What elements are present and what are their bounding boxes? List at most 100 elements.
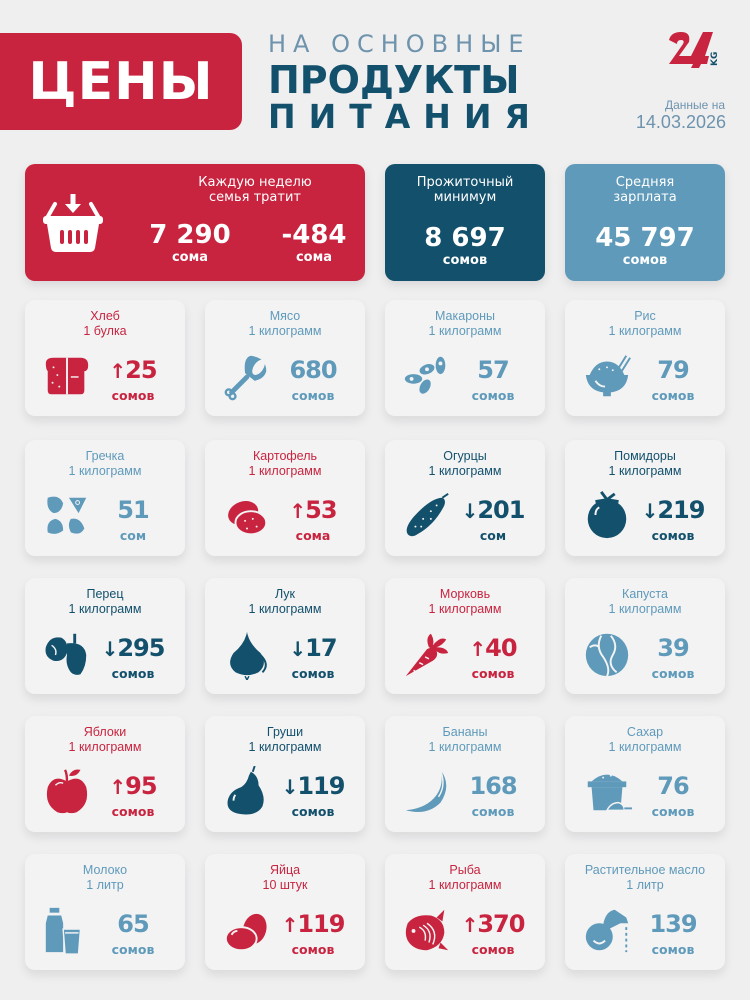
product-card: Капуста 1 килограмм 39 сомов [565,578,725,694]
product-quantity: 1 килограмм [248,324,322,338]
product-quantity: 1 килограмм [428,324,502,338]
product-card: Рис 1 килограмм 79 сомов [565,300,725,416]
product-quantity: 1 литр [86,878,124,892]
product-quantity: 10 штук [262,878,308,892]
product-quantity: 1 килограмм [608,464,682,478]
price-value: 119 [297,910,345,938]
price-value: 40 [485,634,517,662]
product-price: 168 [453,772,533,801]
price-unit: сомов [111,942,155,957]
product-card: Картофель 1 килограмм ↑53 сома [205,440,365,556]
product-quantity: 1 килограмм [248,602,322,616]
trend-up-icon: ↑ [109,775,126,799]
product-price: 76 [633,772,713,801]
product-price: ↑53 [273,496,353,525]
price-unit: сомов [471,804,515,819]
price-value: 53 [305,496,337,524]
product-price: 139 [633,910,713,939]
salary-unit: сомов [622,253,668,268]
salary-label-line1: Средняя [615,175,675,190]
price-unit: сомов [471,388,515,403]
milk-icon [45,907,82,955]
product-quantity: 1 литр [626,878,664,892]
price-value: 201 [477,496,525,524]
summary-family-spending: Каждую неделю семья тратит 7 290 сома -4… [25,164,365,281]
minimum-label-line2: минимум [433,190,497,205]
price-value: 76 [657,772,689,800]
price-value: 370 [477,910,525,938]
pasta-icon [404,356,446,394]
summary-average-salary: Средняя зарплата 45 797 сомов [565,164,725,281]
price-unit: сомов [291,942,335,957]
price-value: 680 [289,356,337,384]
fish-icon [405,909,449,951]
product-quantity: 1 килограмм [248,740,322,754]
salary-label-line2: зарплата [613,190,677,205]
product-card: Яйца 10 штук ↑119 сомов [205,854,365,970]
product-name: Яйца [269,863,301,877]
apple-icon [46,769,88,814]
price-unit: сом [479,528,507,543]
product-price: ↑119 [273,910,353,939]
trend-up-icon: ↑ [461,913,479,937]
product-name: Морковь [439,587,491,601]
product-card: Мясо 1 килограмм 680 сомов [205,300,365,416]
product-quantity: 1 булка [83,324,127,338]
product-quantity: 1 килограмм [428,464,502,478]
subtitle-line1: НА ОСНОВНЫЕ [268,30,531,58]
price-unit: сомов [651,666,695,681]
trend-up-icon: ↑ [281,913,299,937]
product-price: ↓295 [93,634,173,663]
product-quantity: 1 килограмм [428,878,502,892]
date-label: Данные на [665,98,725,112]
price-value: 295 [117,634,165,662]
subtitle-line3: ПИТАНИЯ [268,97,543,136]
price-value: 95 [125,772,157,800]
product-card: Лук 1 килограмм ↓17 сомов [205,578,365,694]
svg-text:KG: KG [710,52,720,66]
price-value: 25 [125,356,157,384]
product-card: Груши 1 килограмм ↓119 сомов [205,716,365,832]
family-label-line2: семья тратит [209,190,301,205]
product-quantity: 1 килограмм [248,464,322,478]
product-card: Гречка 1 килограмм 51 сом [25,440,185,556]
product-price: ↓219 [633,496,713,525]
product-quantity: 1 килограмм [608,602,682,616]
meat-icon [224,355,267,401]
price-value: 139 [649,910,697,938]
trend-down-icon: ↓ [101,637,119,661]
trend-up-icon: ↑ [289,499,306,523]
product-card: Помидоры 1 килограмм ↓219 сомов [565,440,725,556]
family-weekly-value: 7 290 [149,220,231,250]
logo-24kg-icon: KG [669,32,720,68]
pepper-icon [45,633,87,675]
product-name: Бананы [442,725,488,739]
potato-icon [228,501,268,536]
product-name: Мясо [269,309,301,323]
product-price: 51 [93,496,173,525]
price-value: 17 [305,634,337,662]
price-unit: сомов [111,388,155,403]
product-price: 65 [93,910,173,939]
title-banner: ЦЕНЫ [0,33,242,130]
product-quantity: 1 килограмм [68,464,142,478]
product-name: Лук [274,587,296,601]
product-price: ↑25 [93,356,173,385]
carrot-icon [405,633,449,677]
product-card: Сахар 1 килограмм 76 сомов [565,716,725,832]
product-quantity: 1 килограмм [428,740,502,754]
product-price: 57 [453,356,533,385]
product-price: ↓201 [453,496,533,525]
price-unit: сома [295,528,331,543]
sugar-icon [587,774,633,812]
family-change-unit: сома [295,250,333,265]
basket-icon [43,194,103,252]
price-value: 79 [657,356,689,384]
product-quantity: 1 килограмм [608,324,682,338]
product-name: Яблоки [83,725,127,739]
product-quantity: 1 килограмм [608,740,682,754]
product-name: Сахар [626,725,664,739]
price-unit: сомов [111,666,155,681]
banana-icon [405,769,447,813]
summary-living-minimum: Прожиточный минимум 8 697 сомов [385,164,545,281]
